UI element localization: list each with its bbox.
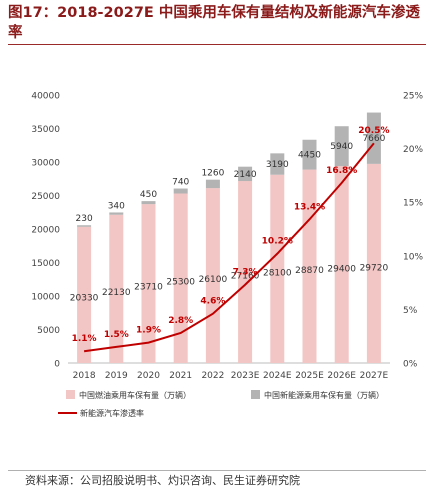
bar-ice-vehicles <box>141 204 156 363</box>
legend-swatch-nev <box>251 390 260 399</box>
bar-nev-vehicles <box>366 112 381 164</box>
legend-label-nev: 中国新能源乘用车保有量（万辆） <box>264 390 384 400</box>
bar-nev-vehicles <box>302 139 317 170</box>
line-data-label: 16.8% <box>326 166 357 176</box>
bar-label-nev: 4450 <box>298 151 321 161</box>
line-data-label: 4.6% <box>200 297 225 307</box>
bar-nev-vehicles <box>205 179 220 189</box>
bar-ice-vehicles <box>205 188 220 363</box>
bar-ice-vehicles <box>109 214 124 363</box>
legend-label-ice: 中国燃油乘用车保有量（万辆） <box>79 390 191 400</box>
line-data-label: 1.1% <box>72 334 97 344</box>
x-tick-label: 2021 <box>169 371 192 381</box>
x-tick-label: 2026E <box>327 371 356 381</box>
x-tick-label: 2020 <box>137 371 160 381</box>
bar-ice-vehicles <box>238 181 253 363</box>
y-left-tick-label: 40000 <box>31 92 60 102</box>
bar-label-nev: 7660 <box>362 134 385 144</box>
x-tick-label: 2018 <box>73 371 96 381</box>
bar-label-nev: 230 <box>76 214 93 224</box>
bar-label-nev: 1260 <box>201 169 224 179</box>
y-right-tick-label: 20% <box>403 145 423 155</box>
legend-label-line: 新能源汽车渗透率 <box>80 408 144 418</box>
bar-ice-vehicles <box>302 169 317 363</box>
bar-nev-vehicles <box>109 212 124 215</box>
title-divider <box>8 44 426 45</box>
bar-label-ice: 26100 <box>199 275 228 285</box>
bar-label-nev: 340 <box>108 201 125 211</box>
bar-label-ice: 28100 <box>263 269 292 279</box>
bar-label-nev: 450 <box>140 190 157 200</box>
bar-label-ice: 23710 <box>134 283 163 293</box>
bar-label-ice: 29400 <box>327 264 356 274</box>
x-tick-label: 2022 <box>201 371 224 381</box>
y-left-tick-label: 15000 <box>31 259 60 269</box>
y-right-tick-label: 25% <box>403 92 423 102</box>
line-data-label: 7.3% <box>233 268 258 278</box>
bar-nev-vehicles <box>173 188 188 194</box>
line-data-label: 1.9% <box>136 326 161 336</box>
y-left-tick-label: 20000 <box>31 226 60 236</box>
bar-ice-vehicles <box>270 174 285 363</box>
y-right-tick-label: 5% <box>403 306 418 316</box>
source-divider <box>8 470 426 471</box>
bar-label-ice: 22130 <box>102 288 131 298</box>
x-tick-label: 2023E <box>231 371 260 381</box>
bar-nev-vehicles <box>77 225 92 227</box>
bar-nev-vehicles <box>141 201 156 205</box>
bar-label-ice: 25300 <box>166 278 195 288</box>
y-left-tick-label: 30000 <box>31 159 60 169</box>
bar-label-ice: 20330 <box>70 294 99 304</box>
bar-label-ice: 28870 <box>295 266 324 276</box>
bar-label-ice: 29720 <box>360 263 389 273</box>
bar-nev-vehicles <box>334 126 349 167</box>
line-data-label: 13.4% <box>294 202 325 212</box>
line-data-label: 2.8% <box>168 316 193 326</box>
bar-nev-vehicles <box>238 166 253 182</box>
bar-ice-vehicles <box>77 226 92 363</box>
bar-ice-vehicles <box>366 163 381 363</box>
line-data-label: 1.5% <box>104 330 129 340</box>
bar-label-nev: 3190 <box>266 160 289 170</box>
penetration-line <box>83 142 375 353</box>
chart-title: 图17：2018-2027E 中国乘用车保有量结构及新能源汽车渗透率 <box>8 5 420 41</box>
bar-label-nev: 2140 <box>234 170 257 180</box>
bar-label-nev: 5940 <box>330 142 353 152</box>
line-data-label: 20.5% <box>358 126 389 136</box>
bar-ice-vehicles <box>334 166 349 363</box>
y-left-tick-label: 10000 <box>31 293 60 303</box>
line-data-label: 10.2% <box>262 237 293 247</box>
source-note: 资料来源：公司招股说明书、灼识咨询、民生证券研究院 <box>25 474 300 487</box>
x-tick-label: 2027E <box>360 371 389 381</box>
y-left-tick-label: 0 <box>54 360 60 370</box>
y-right-tick-label: 0% <box>403 360 418 370</box>
legend-swatch-ice <box>66 390 75 399</box>
bar-label-nev: 740 <box>172 178 189 188</box>
y-left-tick-label: 35000 <box>31 125 60 135</box>
y-left-tick-label: 25000 <box>31 192 60 202</box>
bar-nev-vehicles <box>270 153 285 175</box>
bar-ice-vehicles <box>173 193 188 363</box>
x-tick-label: 2024E <box>263 371 292 381</box>
x-tick-label: 2019 <box>105 371 128 381</box>
y-left-tick-label: 5000 <box>37 326 60 336</box>
x-tick-label: 2025E <box>295 371 324 381</box>
bar-label-ice: 27160 <box>231 272 260 282</box>
y-right-tick-label: 15% <box>403 199 423 209</box>
y-right-tick-label: 10% <box>403 252 423 262</box>
